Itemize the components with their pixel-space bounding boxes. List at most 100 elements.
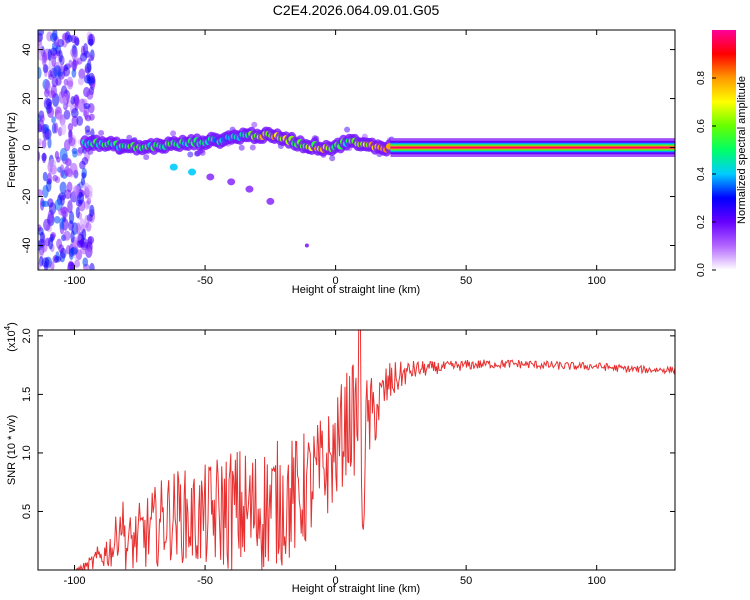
noise-blob [82, 257, 89, 267]
steady-band [390, 146, 675, 149]
noise-blob [87, 236, 93, 247]
noise-blob [76, 239, 85, 249]
colorbar-tick-label: 0.8 [696, 71, 707, 85]
noise-blob [59, 217, 64, 230]
noise-blob [60, 206, 68, 215]
snr-y-multiplier-exp: 4 [3, 325, 12, 330]
noise-blob [76, 222, 81, 235]
branch-blob [169, 163, 178, 171]
noise-blob [50, 232, 56, 239]
noise-blob [70, 262, 76, 270]
noise-blob [48, 70, 53, 78]
noise-blob [71, 107, 79, 119]
halo-blob [98, 129, 105, 136]
noise-blob [67, 123, 74, 132]
noise-blob [70, 34, 77, 44]
spectrogram-marks [38, 30, 675, 270]
noise-blob [81, 172, 87, 179]
halo-blob [249, 144, 256, 151]
noise-blob [76, 115, 84, 126]
colorbar: 0.0 0.2 0.4 0.6 0.8 Normalized spectral ampl… [696, 30, 748, 277]
noise-blob [76, 149, 83, 156]
noise-blob [78, 102, 85, 111]
x-tick-label: 50 [460, 575, 472, 587]
noise-blob [38, 32, 44, 42]
y-tick-label: 2.0 [21, 328, 33, 343]
x-tick-label: 50 [460, 275, 472, 287]
noise-blob [38, 151, 41, 162]
noise-blob [53, 122, 59, 134]
noise-blob [77, 77, 84, 86]
colorbar-tick-label: 0.6 [696, 119, 707, 133]
noise-blob [59, 181, 67, 194]
snr-y-axis-label: SNR (10 * v/v) [6, 415, 18, 485]
noise-blob [78, 68, 86, 80]
spectrogram-y-axis-label: Frequency (Hz) [6, 112, 18, 188]
noise-blob [63, 109, 71, 120]
noise-blob [68, 210, 75, 225]
snr-frame [37, 329, 676, 571]
noise-blob [54, 215, 61, 224]
noise-blob [68, 248, 74, 260]
colorbar-ticks: 0.0 0.2 0.4 0.6 0.8 [696, 71, 716, 277]
snr-y-multiplier-close: ) [6, 322, 18, 326]
snr-y-ticks: 0.5 1.0 1.5 2.0 [21, 328, 675, 519]
noise-blob [59, 247, 67, 259]
noise-blob [75, 206, 80, 219]
noise-blob [64, 189, 72, 200]
y-tick-label: 0 [21, 144, 33, 150]
halo-blob [344, 126, 351, 133]
colorbar-gradient [712, 30, 736, 270]
colorbar-tick-label: 0.0 [696, 263, 707, 277]
noise-blob [41, 54, 47, 67]
noise-blob [52, 174, 58, 182]
noise-blob [50, 47, 58, 56]
noise-blob [42, 200, 50, 208]
noise-blob [47, 136, 52, 149]
noise-blob [65, 168, 73, 178]
x-tick-label: 0 [333, 575, 339, 587]
noise-blob [85, 221, 92, 232]
noise-blob [81, 157, 89, 166]
x-tick-label: -100 [64, 275, 86, 287]
noise-blob [71, 47, 78, 62]
noise-blob [47, 172, 52, 183]
noise-blob [86, 89, 94, 100]
noise-blob [67, 80, 73, 88]
noise-blob [83, 42, 89, 56]
x-tick-label: 100 [588, 275, 606, 287]
noise-blob [38, 66, 42, 79]
y-tick-label: -20 [21, 189, 33, 205]
noise-blob [72, 150, 78, 158]
noise-blob [42, 152, 47, 164]
noise-blob [87, 58, 92, 73]
noise-blob [38, 238, 46, 248]
snr-y-multiplier: (x104) [3, 322, 18, 352]
halo-blob [126, 134, 133, 141]
noise-blob [42, 64, 49, 73]
noise-blob [73, 94, 80, 105]
x-tick-label: 100 [588, 575, 606, 587]
spectrogram-x-axis-label: Height of straight line (km) [292, 284, 420, 296]
snr-marks [38, 330, 675, 570]
noise-blob [63, 78, 69, 86]
x-tick-label: -50 [197, 575, 213, 587]
noise-blob [75, 37, 80, 47]
snr-y-multiplier-base: (x10 [6, 330, 18, 351]
svg-text:(x104): (x104) [3, 322, 18, 352]
colorbar-label: Normalized spectral amplitude [736, 76, 748, 224]
noise-blob [50, 84, 57, 98]
spectrogram-frame [37, 29, 676, 271]
halo-blob [329, 155, 336, 162]
noise-blob [70, 230, 75, 243]
noise-blob [51, 116, 56, 124]
noise-blob [84, 114, 92, 122]
noise-blob [83, 74, 91, 84]
halo-blob [170, 130, 177, 137]
noise-blob [53, 256, 62, 263]
noise-blob [87, 38, 94, 46]
y-tick-label: 0.5 [21, 504, 33, 519]
noise-blob [84, 185, 89, 200]
spectrogram-y-ticks: 40 20 0 -20 -40 [21, 43, 675, 253]
